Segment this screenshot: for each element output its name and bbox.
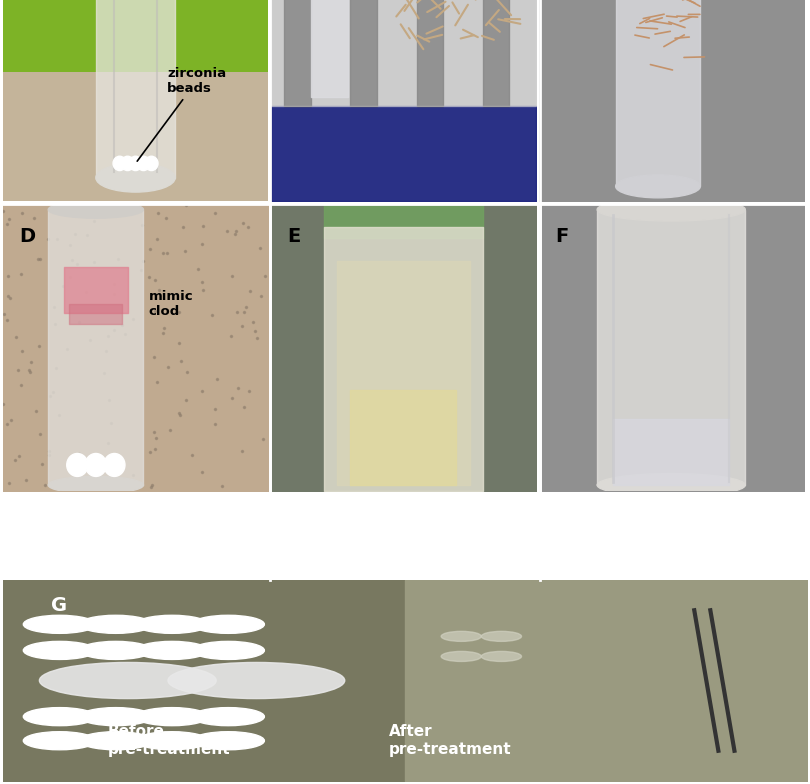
- Circle shape: [85, 453, 106, 477]
- Circle shape: [79, 708, 152, 726]
- Circle shape: [145, 156, 158, 171]
- Circle shape: [136, 731, 208, 750]
- Text: After
pre-treatment: After pre-treatment: [389, 724, 512, 757]
- Bar: [3, 71, 268, 201]
- Ellipse shape: [49, 201, 143, 218]
- Circle shape: [23, 731, 96, 750]
- Circle shape: [136, 708, 208, 726]
- Circle shape: [79, 641, 152, 659]
- Circle shape: [137, 156, 150, 171]
- Ellipse shape: [168, 662, 345, 699]
- Circle shape: [441, 631, 481, 641]
- Text: D: D: [19, 227, 36, 246]
- Ellipse shape: [49, 477, 143, 494]
- Circle shape: [136, 615, 208, 633]
- Text: zirconia
beads: zirconia beads: [137, 67, 227, 162]
- Circle shape: [192, 708, 264, 726]
- Circle shape: [481, 631, 522, 641]
- Circle shape: [192, 641, 264, 659]
- Circle shape: [23, 615, 96, 633]
- Circle shape: [192, 615, 264, 633]
- Circle shape: [23, 641, 96, 659]
- Circle shape: [79, 731, 152, 750]
- Ellipse shape: [96, 163, 175, 192]
- Text: F: F: [555, 227, 568, 246]
- Ellipse shape: [40, 662, 216, 699]
- Ellipse shape: [597, 198, 745, 221]
- Text: E: E: [287, 227, 301, 246]
- Circle shape: [23, 708, 96, 726]
- Ellipse shape: [616, 175, 701, 198]
- Circle shape: [441, 652, 481, 662]
- Circle shape: [121, 156, 134, 171]
- Circle shape: [79, 615, 152, 633]
- Ellipse shape: [597, 474, 745, 496]
- Text: mimic
clod: mimic clod: [149, 290, 194, 318]
- Bar: [3, 0, 268, 71]
- Circle shape: [113, 156, 126, 171]
- Text: G: G: [52, 596, 67, 615]
- Circle shape: [192, 731, 264, 750]
- Circle shape: [129, 156, 143, 171]
- Circle shape: [136, 641, 208, 659]
- Text: Before
pre-treatment: Before pre-treatment: [108, 724, 230, 757]
- Circle shape: [481, 652, 522, 662]
- Circle shape: [104, 453, 125, 477]
- Circle shape: [66, 453, 88, 477]
